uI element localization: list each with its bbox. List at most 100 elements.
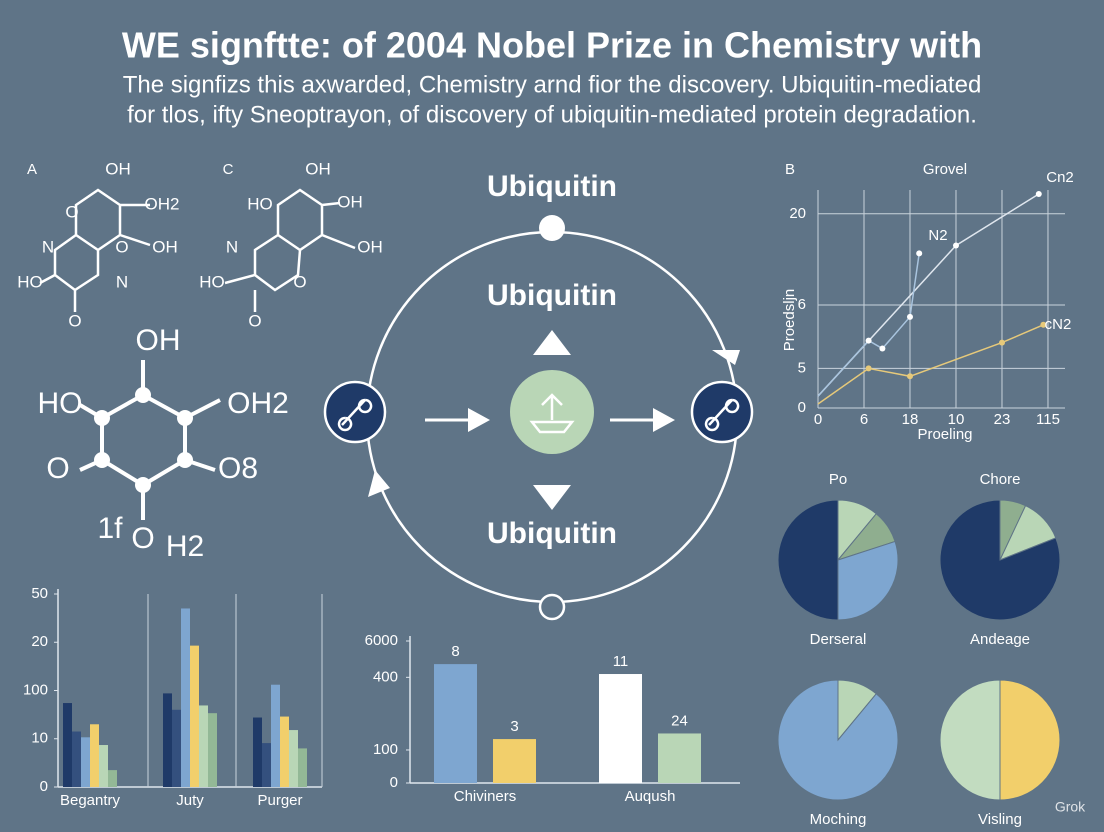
point	[998, 339, 1005, 346]
atom-dot	[177, 410, 193, 426]
x-tick-label: Juty	[176, 792, 204, 809]
pie-caption: Moching	[810, 811, 867, 828]
x-tick-label: 115	[1036, 411, 1060, 428]
point	[1035, 190, 1042, 197]
pie-caption: Andeage	[970, 631, 1030, 648]
bar	[172, 709, 181, 787]
bar	[181, 608, 190, 787]
series-label: N2	[928, 227, 947, 244]
subtitle: The signfizs this axwarded, Chemistry ar…	[123, 71, 982, 98]
bar	[599, 674, 642, 783]
y-tick-label: 0	[390, 774, 398, 791]
x-tick-label: Purger	[257, 792, 302, 809]
pie-title: Po	[829, 471, 847, 488]
y-tick-label: 50	[31, 585, 48, 602]
bar-annotation: 3	[510, 718, 518, 735]
y-tick-label: 6000	[365, 632, 398, 649]
x-tick-label: 18	[902, 411, 919, 428]
molecule-label: C	[223, 161, 234, 178]
watermark: Grok	[1055, 799, 1086, 815]
pie-slice	[837, 540, 899, 621]
x-tick-label: 23	[994, 411, 1011, 428]
cycle-node	[538, 593, 566, 621]
cycle-diagram: Ubiquitin Ubiquitin Ubiquitin	[323, 170, 754, 621]
cycle-label: Ubiquitin	[487, 170, 617, 203]
atom-label: O	[248, 311, 261, 330]
x-tick-label: Auqush	[625, 788, 676, 805]
bar	[190, 645, 199, 787]
series-label: Cn2	[1046, 169, 1074, 186]
bar	[81, 737, 90, 787]
point	[865, 365, 872, 372]
bar	[271, 684, 280, 787]
pie-title: Chore	[980, 471, 1021, 488]
atom-label: 1f	[97, 512, 123, 545]
point	[879, 345, 886, 352]
atom-label: OH	[152, 237, 178, 256]
y-tick-label: 400	[373, 668, 398, 685]
title: WE signftte: of 2004 Nobel Prize in Chem…	[122, 25, 982, 66]
cycle-node	[539, 215, 565, 241]
pie-caption: Derseral	[810, 631, 867, 648]
chart-label: B	[785, 161, 795, 178]
y-tick-label: 20	[789, 205, 806, 222]
atom-label: OH	[105, 159, 131, 178]
point	[1040, 321, 1047, 328]
bar	[493, 739, 536, 783]
bar	[63, 703, 72, 787]
atom-dot	[135, 477, 151, 493]
atom-label: N	[226, 237, 238, 256]
molecule-c-bonds	[224, 188, 356, 312]
atom-label: OH	[305, 159, 331, 178]
arrowhead	[368, 330, 740, 510]
atom-label: HO	[17, 272, 43, 291]
atom-dot	[177, 452, 193, 468]
atom-label: HO	[247, 194, 273, 213]
atom-dot	[94, 410, 110, 426]
atom-label: O8	[218, 452, 258, 485]
atom-label: O	[131, 522, 154, 555]
pie-slice	[939, 679, 1001, 801]
atom-label: O	[46, 452, 69, 485]
x-tick-label: 10	[948, 411, 965, 428]
pie-slice	[777, 499, 839, 621]
y-tick-label: 20	[31, 633, 48, 650]
x-tick-label: 0	[814, 411, 822, 428]
bar	[289, 730, 298, 787]
atom-label: HO	[199, 272, 225, 291]
y-tick-label: 5	[798, 359, 806, 376]
atom-label: H2	[166, 530, 204, 563]
atom-label: O	[293, 272, 306, 291]
atom-label: O	[65, 202, 78, 221]
bar	[658, 733, 701, 783]
bar	[253, 717, 262, 787]
molecule-a-bonds	[39, 188, 151, 312]
bar	[72, 731, 81, 787]
pie-slice	[939, 499, 1061, 621]
point	[906, 313, 913, 320]
atom-label: HO	[38, 387, 83, 420]
atom-label: OH2	[145, 194, 180, 213]
pie-slice	[999, 679, 1061, 801]
x-tick-label: 6	[860, 411, 868, 428]
bar-annotation: 8	[451, 643, 459, 660]
y-tick-label: 6	[798, 296, 806, 313]
x-tick-label: Chiviners	[454, 788, 517, 805]
atom-dot	[94, 452, 110, 468]
bar	[208, 713, 217, 787]
x-axis-label: Proeling	[917, 426, 972, 443]
point	[952, 242, 959, 249]
pie-slice	[777, 679, 899, 801]
bar	[90, 724, 99, 787]
atom-label: OH	[337, 192, 363, 211]
y-tick-label: 100	[373, 741, 398, 758]
bonds	[39, 188, 356, 520]
atom-label: O	[68, 311, 81, 330]
y-tick-label: 0	[798, 399, 806, 416]
bar	[262, 743, 271, 787]
y-tick-label: 10	[31, 730, 48, 747]
cycle-label: Ubiquitin	[487, 279, 617, 312]
icons	[337, 393, 740, 434]
atom-label: OH2	[227, 387, 289, 420]
cycle-label: Ubiquitin	[487, 517, 617, 550]
